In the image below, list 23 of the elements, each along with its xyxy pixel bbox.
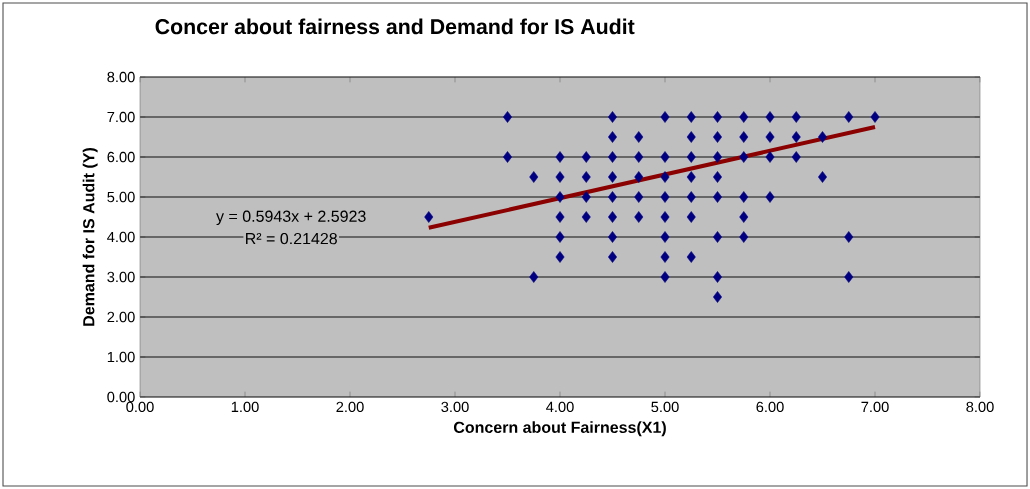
chart-title: Concer about fairness and Demand for IS Audit [155,18,635,35]
y-tick-label: 7.00 [107,111,135,123]
x-tick-label: 4.00 [546,401,574,413]
x-tick-label: 5.00 [651,401,679,413]
y-tick-label: 5.00 [107,191,135,203]
y-tick-label: 2.00 [107,311,135,323]
x-tick-label: 7.00 [861,401,889,413]
y-tick-label: 6.00 [107,151,135,163]
x-tick-label: 6.00 [756,401,784,413]
x-tick-label: 3.00 [441,401,469,413]
y-tick-label: 8.00 [107,71,135,83]
x-axis-title: Concern about Fairness(X1) [453,421,666,437]
x-tick-label: 2.00 [336,401,364,413]
x-tick-label: 8.00 [966,401,994,413]
y-tick-label: 0.00 [107,391,135,403]
y-tick-label: 4.00 [107,231,135,243]
y-tick-label: 1.00 [107,351,135,363]
annotation: y = 0.5943x + 2.5923 [216,210,366,226]
annotation: R² = 0.21428 [246,232,337,245]
x-tick-label: 1.00 [231,401,259,413]
x-tick-label: 0.00 [126,401,154,413]
y-axis-title: Demand for IS Audit (Y) [82,148,98,326]
y-tick-label: 3.00 [107,271,135,283]
